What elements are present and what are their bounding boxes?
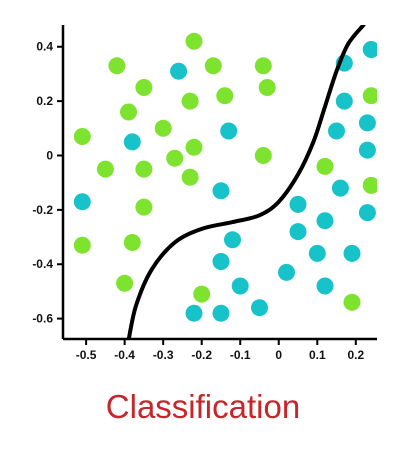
teal-data-point (278, 263, 295, 281)
y-tick-label: -0.2 (32, 203, 53, 217)
teal-data-point (358, 114, 376, 132)
decision-boundary-curve (126, 25, 366, 339)
teal-data-point (316, 212, 334, 230)
green-data-point (73, 236, 91, 254)
green-data-point (185, 138, 203, 156)
green-data-point (120, 103, 137, 121)
x-tick-label: -0.3 (153, 348, 174, 362)
teal-data-point (170, 62, 188, 80)
x-tick-label: 0 (275, 348, 282, 362)
chart-title: Classification (105, 388, 301, 425)
green-data-point (135, 198, 153, 216)
teal-data-point (123, 133, 141, 151)
x-tick-label: -0.2 (191, 348, 212, 362)
green-data-point (343, 293, 361, 311)
teal-data-point (212, 253, 230, 270)
green-data-point (216, 87, 234, 105)
teal-data-point (231, 277, 249, 295)
green-data-point (135, 79, 153, 96)
teal-data-point (343, 244, 361, 262)
green-data-point (166, 149, 184, 167)
teal-data-point (362, 41, 377, 58)
teal-data-point (316, 277, 334, 295)
y-tick-label: -0.6 (32, 312, 53, 326)
teal-data-point (220, 122, 238, 140)
green-data-point (204, 57, 222, 75)
teal-data-point (308, 244, 326, 262)
green-data-point (73, 128, 91, 145)
teal-data-point (358, 204, 376, 222)
teal-data-point (335, 92, 353, 110)
teal-data-point (331, 179, 349, 197)
green-data-point (185, 32, 203, 50)
teal-data-point (328, 122, 345, 140)
green-data-point (181, 168, 199, 186)
green-data-point (362, 176, 377, 194)
teal-data-point (358, 141, 376, 159)
teal-data-point (185, 304, 203, 322)
x-tick-label: -0.4 (114, 348, 135, 362)
y-tick-label: 0.4 (36, 40, 53, 54)
green-data-point (316, 157, 334, 175)
green-data-point (193, 285, 211, 303)
teal-data-point (251, 299, 268, 317)
y-tick-label: -0.4 (32, 257, 53, 271)
green-data-point (181, 92, 199, 110)
x-tick-label: 0.2 (347, 348, 364, 362)
x-tick-label: -0.1 (230, 348, 251, 362)
green-data-point (96, 160, 114, 178)
green-data-point (362, 87, 377, 105)
teal-data-point (224, 231, 241, 249)
green-data-point (258, 79, 276, 96)
green-data-point (135, 160, 153, 178)
x-tick-label: -0.5 (76, 348, 97, 362)
green-data-point (108, 57, 126, 75)
teal-data-point (289, 223, 307, 241)
teal-data-point (289, 195, 307, 213)
green-data-point (254, 57, 272, 75)
green-data-point (154, 119, 172, 137)
green-data-point (116, 274, 134, 292)
teal-data-point (212, 304, 230, 322)
teal-data-point (212, 182, 230, 200)
green-data-point (123, 234, 141, 251)
axis-ticks: -0.5 -0.4 -0.3 -0.2 -0.1 0 0.1 0.2 0.4 0.2 0 -0.2 -0… (32, 40, 364, 362)
x-tick-label: 0.1 (309, 348, 326, 362)
green-data-point (254, 147, 272, 164)
teal-data-point (73, 193, 91, 211)
classification-chart: -0.5 -0.4 -0.3 -0.2 -0.1 0 0.1 0.2 0.4 0.2 0 -0.2 -0… (32, 25, 377, 362)
y-tick-label: 0 (46, 148, 53, 162)
y-tick-label: 0.2 (36, 94, 53, 108)
plot-area (73, 25, 377, 339)
